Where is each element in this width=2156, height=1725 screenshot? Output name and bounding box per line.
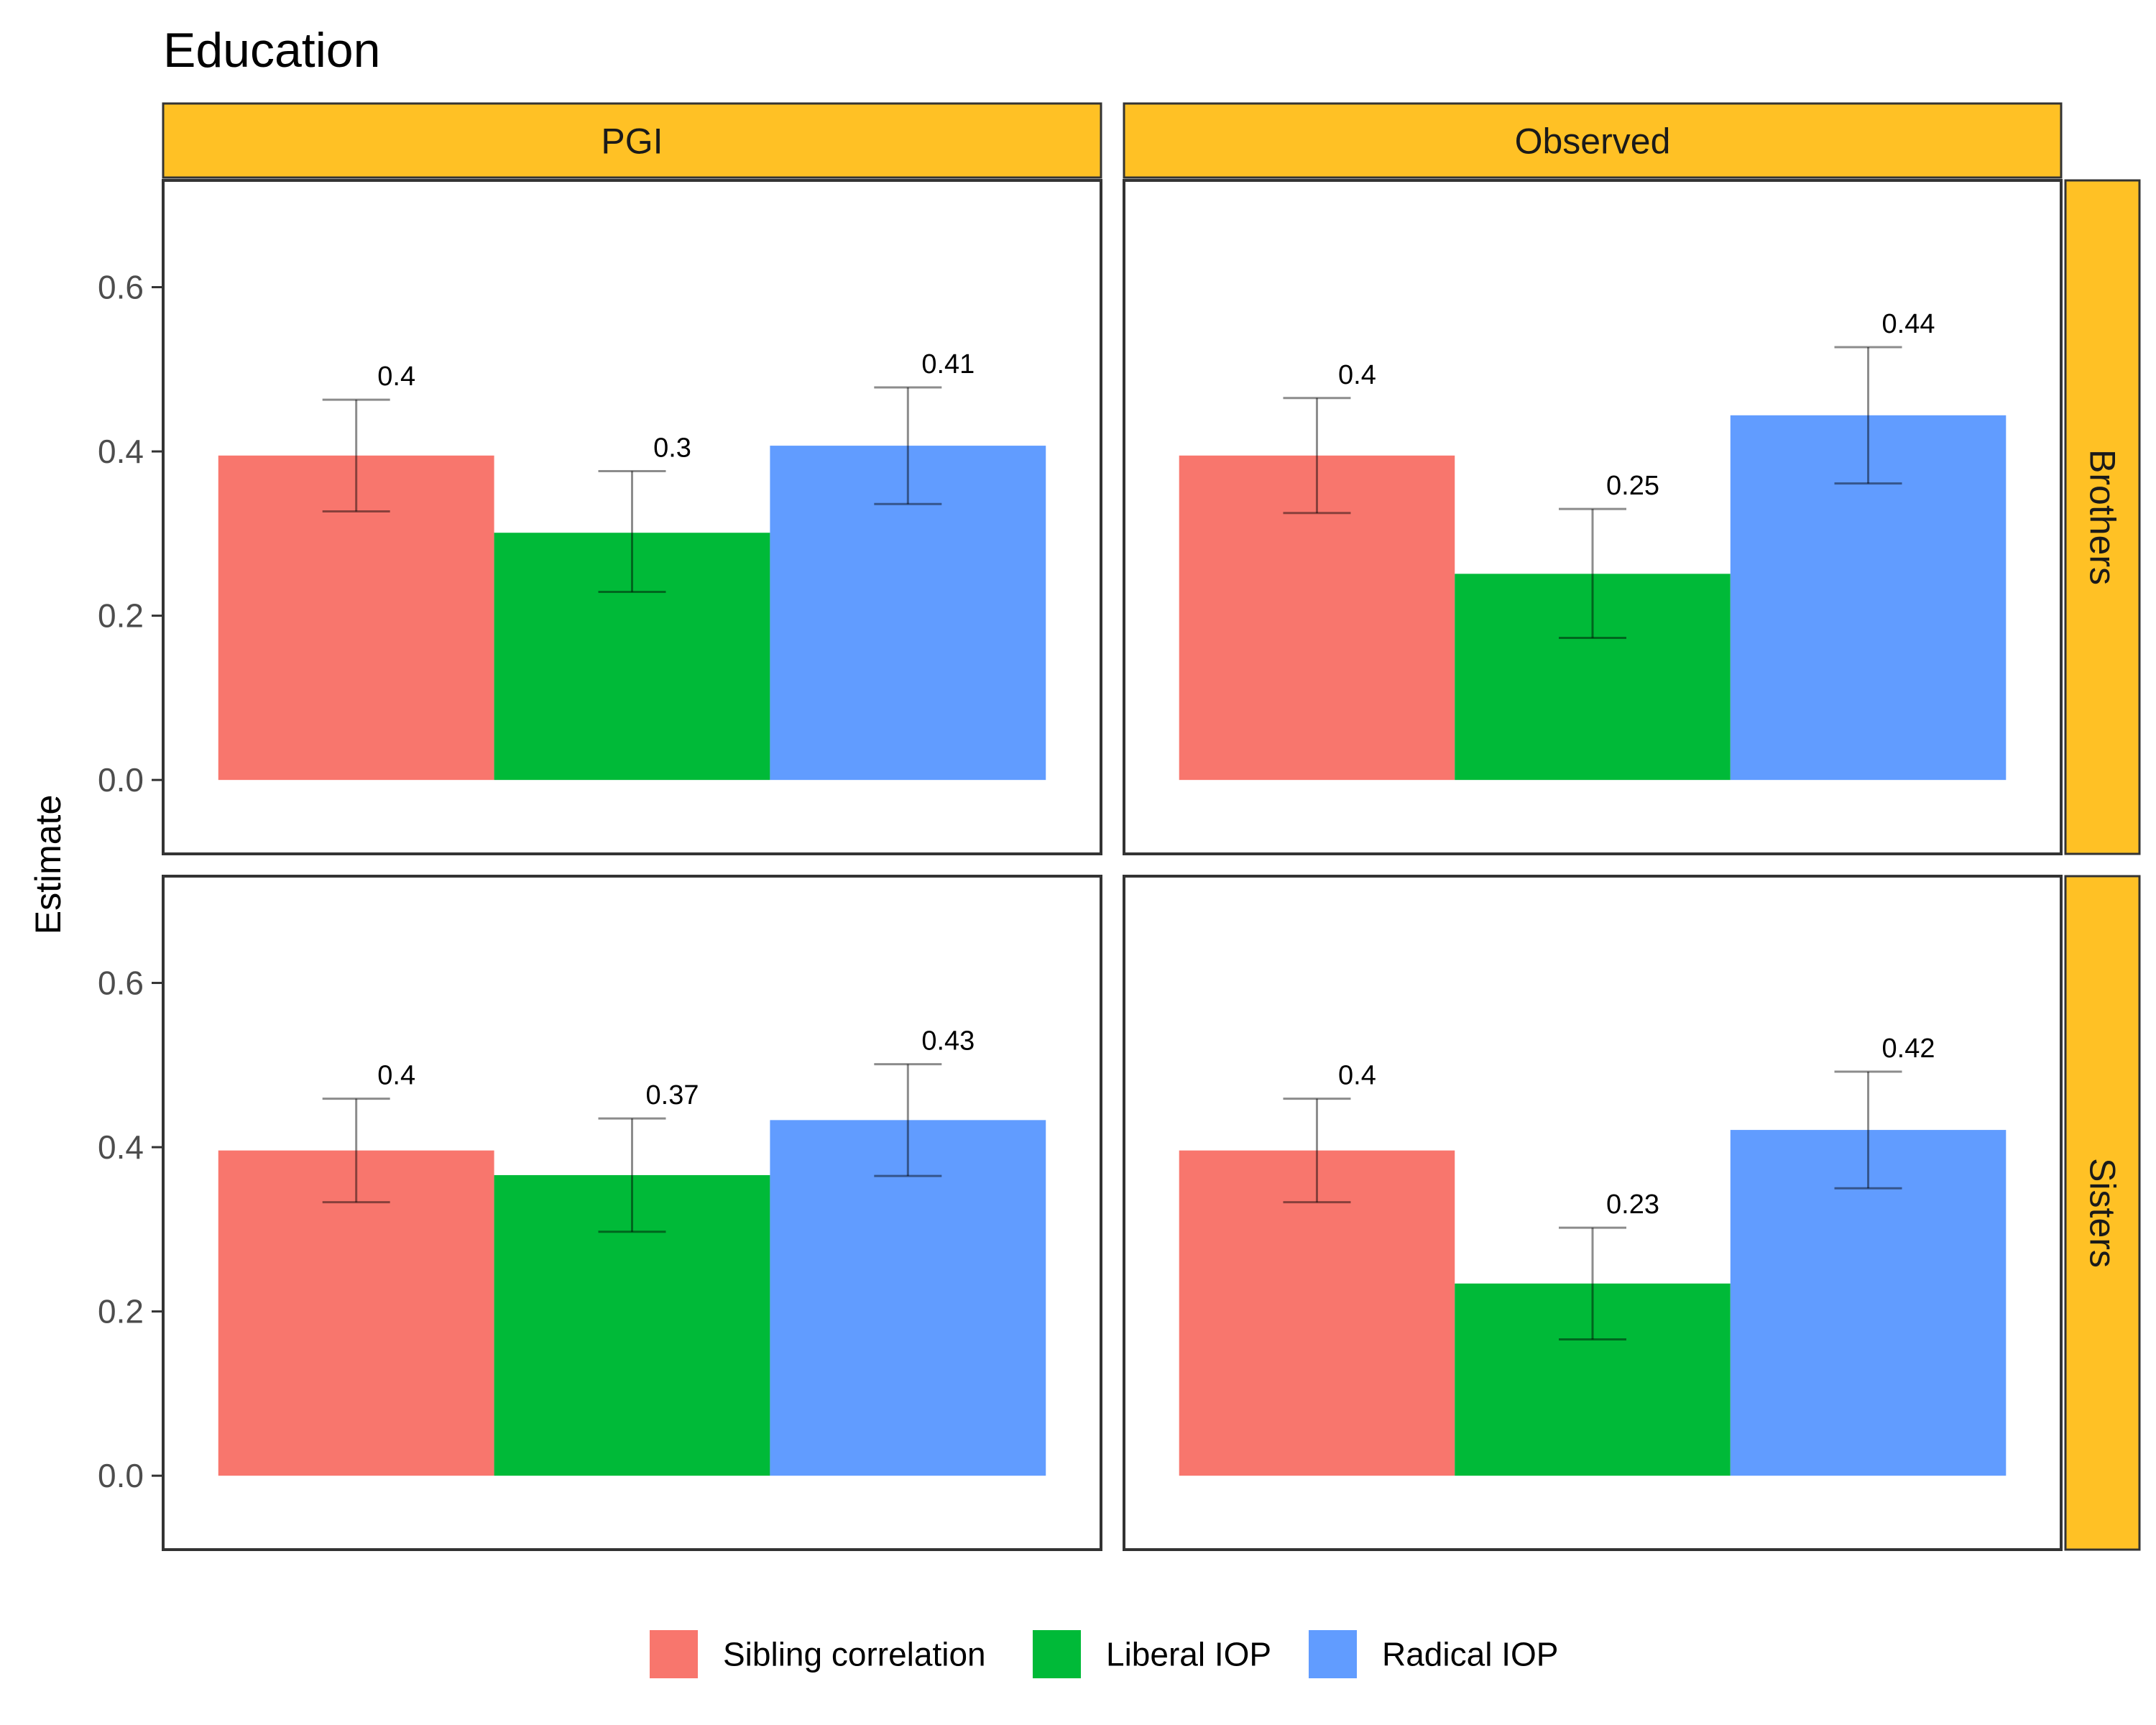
bar-sibling-correlation	[218, 455, 494, 781]
bar-sibling-correlation	[1179, 1150, 1455, 1476]
error-bar-radical-iop	[874, 1063, 942, 1177]
column-strip-label: Observed	[1515, 121, 1671, 162]
legend-swatch	[1033, 1630, 1081, 1678]
y-tick-label: 0.6	[98, 269, 144, 306]
bar-radical-iop	[770, 1120, 1046, 1476]
legend-item-liberal-iop: Liberal IOP	[1033, 1630, 1271, 1678]
error-bar-radical-iop	[1834, 1070, 1902, 1190]
error-bar-sibling-correlation	[322, 1098, 390, 1204]
data-label-sibling-correlation: 0.4	[1338, 360, 1376, 390]
y-tick-label: 0.6	[98, 965, 144, 1002]
row-strip-background	[2064, 875, 2141, 1551]
bar-liberal-iop	[494, 1174, 770, 1476]
row-strip-brothers: Brothers	[2064, 179, 2141, 855]
data-label-liberal-iop: 0.23	[1606, 1190, 1659, 1220]
legend-item-sibling-correlation: Sibling correlation	[650, 1630, 986, 1678]
error-bar-liberal-iop	[1559, 1226, 1626, 1340]
error-bar-radical-iop	[1834, 346, 1902, 485]
y-tick-label: 0.2	[98, 597, 144, 635]
y-axis-sisters: 0.0 0.2 0.4 0.6	[98, 965, 163, 1494]
y-axis-title: Estimate	[28, 795, 68, 935]
data-label-radical-iop: 0.41	[921, 349, 975, 380]
legend-label: Radical IOP	[1382, 1636, 1558, 1673]
bar-liberal-iop	[1455, 1283, 1731, 1476]
column-strip-background	[162, 102, 1102, 179]
row-strip-background	[2064, 179, 2141, 855]
bar-radical-iop	[1730, 415, 2007, 781]
legend-swatch	[1309, 1630, 1357, 1678]
panel-brothers-pgi: 0.4 0.3 0.41	[162, 179, 1102, 855]
bar-radical-iop	[770, 446, 1046, 781]
error-bar-radical-iop	[874, 386, 942, 505]
column-strip-observed: Observed	[1123, 102, 2063, 179]
legend-swatch	[650, 1630, 698, 1678]
panel-border	[162, 875, 1102, 1551]
legend-label: Sibling correlation	[723, 1636, 986, 1673]
chart-title: Education	[163, 23, 380, 78]
y-tick-label: 0.0	[98, 1457, 144, 1494]
legend-label: Liberal IOP	[1106, 1636, 1271, 1673]
panel-border	[162, 179, 1102, 855]
panel-brothers-observed: 0.4 0.25 0.44	[1123, 179, 2063, 855]
error-bar-sibling-correlation	[1283, 1098, 1351, 1204]
data-label-radical-iop: 0.44	[1882, 309, 1935, 339]
data-label-liberal-iop: 0.3	[653, 433, 691, 464]
panel-sisters-observed: 0.4 0.23 0.42	[1123, 875, 2063, 1551]
bar-sibling-correlation	[1179, 455, 1455, 781]
panel-border	[1123, 875, 2063, 1551]
data-label-liberal-iop: 0.25	[1606, 471, 1659, 501]
error-bar-sibling-correlation	[322, 398, 390, 513]
row-strip-label: Brothers	[2083, 449, 2123, 585]
y-tick-label: 0.2	[98, 1293, 144, 1330]
y-tick-label: 0.4	[98, 433, 144, 470]
error-bar-liberal-iop	[598, 1117, 666, 1233]
legend: Sibling correlation Liberal IOP Radical IO…	[650, 1630, 1558, 1678]
data-label-liberal-iop: 0.37	[646, 1080, 699, 1110]
data-label-radical-iop: 0.43	[921, 1026, 975, 1057]
error-bar-liberal-iop	[598, 470, 666, 593]
column-strip-pgi: PGI	[162, 102, 1102, 179]
data-label-radical-iop: 0.42	[1882, 1034, 1935, 1064]
data-label-sibling-correlation: 0.4	[1338, 1061, 1376, 1091]
error-bar-liberal-iop	[1559, 507, 1626, 639]
panel-border	[1123, 179, 2063, 855]
column-strip-background	[1123, 102, 2063, 179]
row-strip-label: Sisters	[2083, 1158, 2123, 1268]
data-label-sibling-correlation: 0.4	[377, 1061, 415, 1091]
error-bar-sibling-correlation	[1283, 397, 1351, 515]
facet-panels: PGI ObservedBrothersSisters0.00.20.40.60.…	[98, 102, 2141, 1551]
row-strip-sisters: Sisters	[2064, 875, 2141, 1551]
panel-sisters-pgi: 0.4 0.37 0.43	[162, 875, 1102, 1551]
column-strip-label: PGI	[601, 121, 663, 162]
y-axis-brothers: 0.0 0.2 0.4 0.6	[98, 269, 163, 799]
y-tick-label: 0.4	[98, 1128, 144, 1166]
bar-liberal-iop	[1455, 574, 1731, 781]
bar-radical-iop	[1730, 1130, 2007, 1476]
data-label-sibling-correlation: 0.4	[377, 362, 415, 392]
legend-item-radical-iop: Radical IOP	[1309, 1630, 1558, 1678]
bar-sibling-correlation	[218, 1150, 494, 1476]
bar-liberal-iop	[494, 533, 770, 781]
y-tick-label: 0.0	[98, 761, 144, 799]
